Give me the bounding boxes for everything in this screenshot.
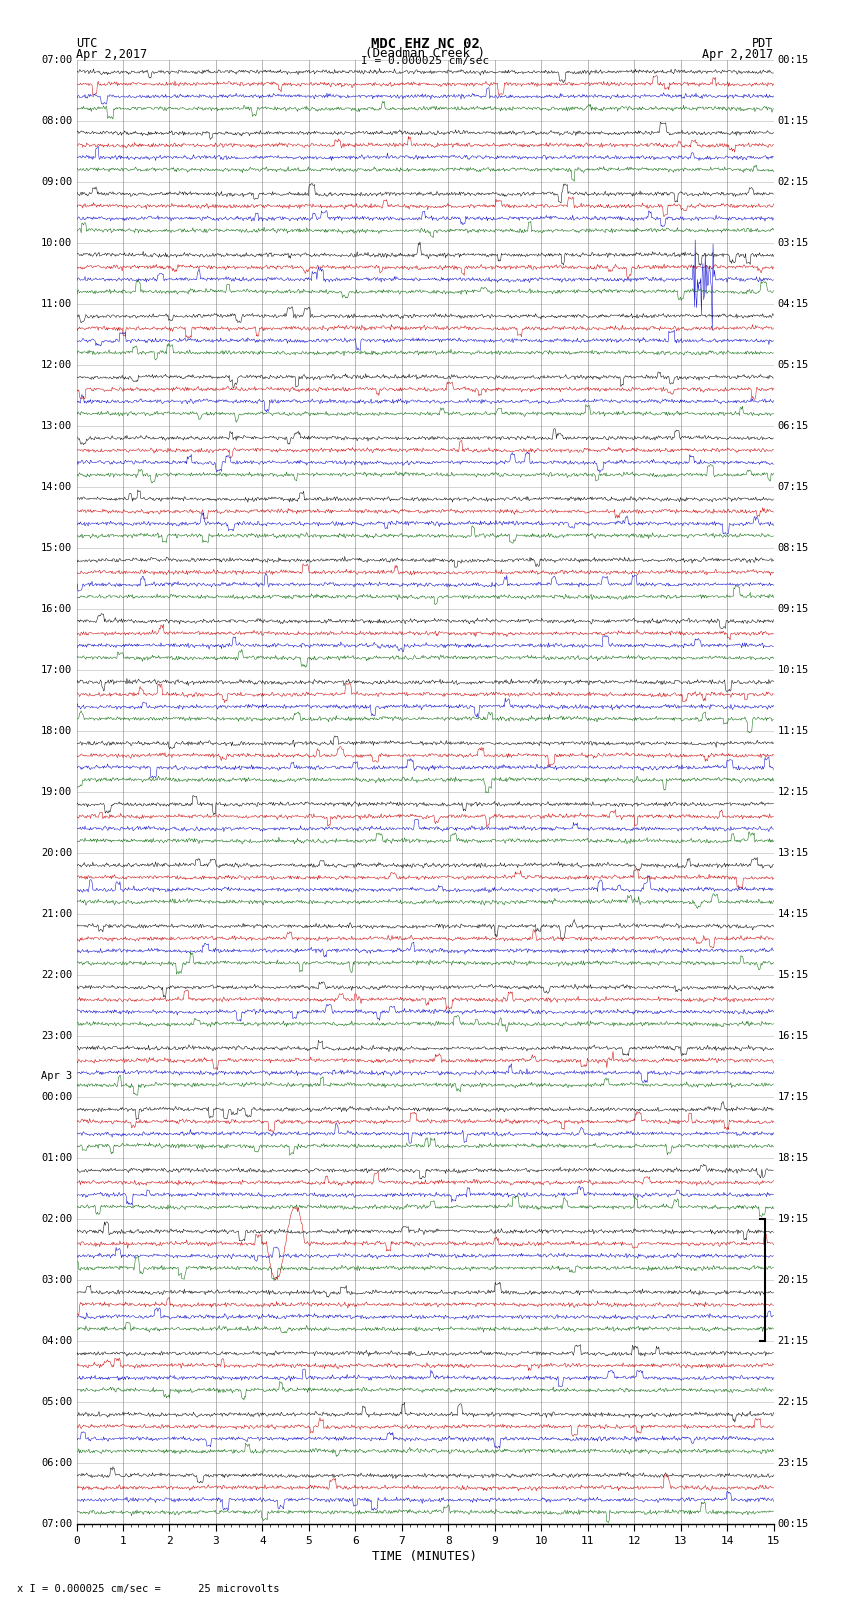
Text: 19:15: 19:15 <box>778 1215 809 1224</box>
Text: 05:15: 05:15 <box>778 360 809 369</box>
Text: 20:00: 20:00 <box>41 848 72 858</box>
Text: 02:15: 02:15 <box>778 177 809 187</box>
Text: 07:15: 07:15 <box>778 482 809 492</box>
Text: 21:15: 21:15 <box>778 1336 809 1347</box>
Text: Apr 3: Apr 3 <box>41 1071 72 1081</box>
Text: 16:15: 16:15 <box>778 1031 809 1040</box>
Text: 08:00: 08:00 <box>41 116 72 126</box>
Text: 18:00: 18:00 <box>41 726 72 736</box>
Text: 19:00: 19:00 <box>41 787 72 797</box>
Text: 12:00: 12:00 <box>41 360 72 369</box>
Text: 00:15: 00:15 <box>778 55 809 65</box>
Text: 00:15: 00:15 <box>778 1519 809 1529</box>
Text: 13:00: 13:00 <box>41 421 72 431</box>
Text: 15:15: 15:15 <box>778 969 809 981</box>
Text: 11:15: 11:15 <box>778 726 809 736</box>
Text: 12:15: 12:15 <box>778 787 809 797</box>
Text: 17:15: 17:15 <box>778 1092 809 1102</box>
Text: Apr 2,2017: Apr 2,2017 <box>76 48 148 61</box>
Text: 06:15: 06:15 <box>778 421 809 431</box>
Text: 18:15: 18:15 <box>778 1153 809 1163</box>
Text: 07:00: 07:00 <box>41 1519 72 1529</box>
Text: 11:00: 11:00 <box>41 298 72 308</box>
Text: 07:00: 07:00 <box>41 55 72 65</box>
Text: 03:00: 03:00 <box>41 1276 72 1286</box>
X-axis label: TIME (MINUTES): TIME (MINUTES) <box>372 1550 478 1563</box>
Text: 09:00: 09:00 <box>41 177 72 187</box>
Text: 01:15: 01:15 <box>778 116 809 126</box>
Text: 14:15: 14:15 <box>778 910 809 919</box>
Text: 08:15: 08:15 <box>778 544 809 553</box>
Text: 13:15: 13:15 <box>778 848 809 858</box>
Text: 09:15: 09:15 <box>778 603 809 615</box>
Text: 20:15: 20:15 <box>778 1276 809 1286</box>
Text: 23:00: 23:00 <box>41 1031 72 1040</box>
Text: x I = 0.000025 cm/sec =      25 microvolts: x I = 0.000025 cm/sec = 25 microvolts <box>17 1584 280 1594</box>
Text: PDT: PDT <box>752 37 774 50</box>
Text: (Deadman Creek ): (Deadman Creek ) <box>365 47 485 60</box>
Text: I = 0.000025 cm/sec: I = 0.000025 cm/sec <box>361 56 489 66</box>
Text: 22:15: 22:15 <box>778 1397 809 1407</box>
Text: 02:00: 02:00 <box>41 1215 72 1224</box>
Text: 10:00: 10:00 <box>41 237 72 248</box>
Text: 03:15: 03:15 <box>778 237 809 248</box>
Text: 05:00: 05:00 <box>41 1397 72 1407</box>
Text: Apr 2,2017: Apr 2,2017 <box>702 48 774 61</box>
Text: 22:00: 22:00 <box>41 969 72 981</box>
Text: 04:00: 04:00 <box>41 1336 72 1347</box>
Text: UTC: UTC <box>76 37 98 50</box>
Text: 14:00: 14:00 <box>41 482 72 492</box>
Text: 15:00: 15:00 <box>41 544 72 553</box>
Text: 21:00: 21:00 <box>41 910 72 919</box>
Text: 16:00: 16:00 <box>41 603 72 615</box>
Text: 06:00: 06:00 <box>41 1458 72 1468</box>
Text: 23:15: 23:15 <box>778 1458 809 1468</box>
Text: 04:15: 04:15 <box>778 298 809 308</box>
Text: 01:00: 01:00 <box>41 1153 72 1163</box>
Text: 17:00: 17:00 <box>41 665 72 674</box>
Text: 10:15: 10:15 <box>778 665 809 674</box>
Text: MDC EHZ NC 02: MDC EHZ NC 02 <box>371 37 479 52</box>
Text: 00:00: 00:00 <box>41 1092 72 1102</box>
